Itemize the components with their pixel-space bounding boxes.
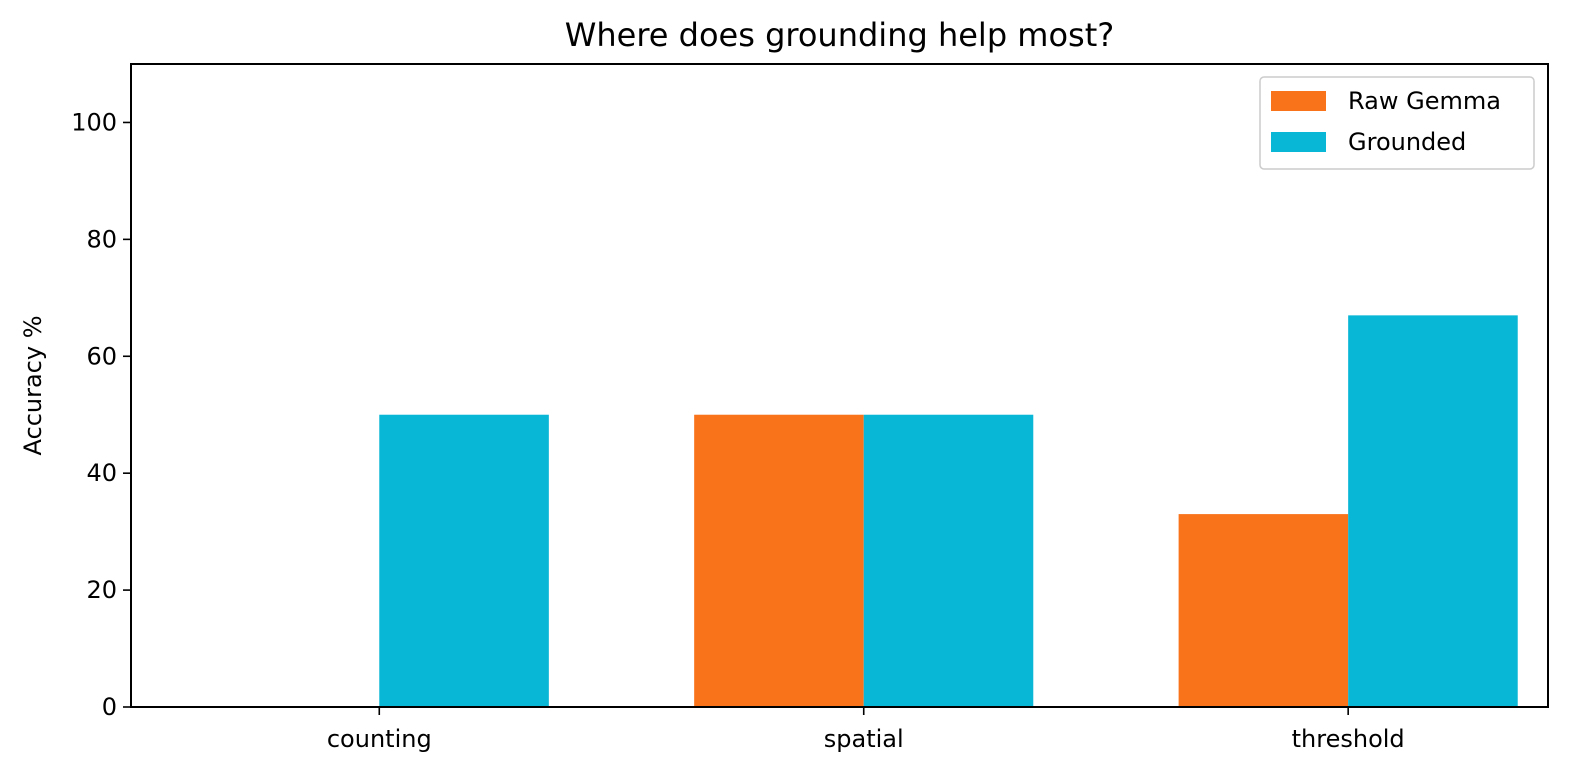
bar-raw-gemma-threshold — [1178, 514, 1349, 707]
legend-label-grounded: Grounded — [1348, 128, 1466, 156]
x-axis: counting spatial threshold — [327, 707, 1405, 753]
y-axis: 0 20 40 60 80 100 — [71, 108, 131, 721]
bar-grounded-counting — [379, 414, 549, 707]
chart-title: Where does grounding help most? — [565, 16, 1115, 54]
y-axis-label: Accuracy % — [19, 315, 47, 455]
x-tick-label-threshold: threshold — [1292, 725, 1405, 753]
x-tick-label-spatial: spatial — [824, 725, 904, 753]
plot-frame — [130, 63, 1549, 708]
bar-grounded-threshold — [1348, 315, 1518, 707]
bar-grounded-spatial — [863, 414, 1034, 707]
legend: Raw Gemma Grounded — [1259, 76, 1535, 170]
y-tick-label: 60 — [86, 342, 117, 370]
x-tick-label-counting: counting — [327, 725, 432, 753]
legend-box — [1259, 76, 1535, 170]
y-tick-label: 80 — [86, 225, 117, 253]
bar-raw-gemma-spatial — [694, 414, 864, 707]
y-tick-label: 0 — [102, 693, 117, 721]
bars-layer — [379, 315, 1518, 707]
legend-swatch-raw-gemma — [1271, 91, 1326, 111]
legend-swatch-grounded — [1271, 132, 1326, 152]
y-tick-label: 20 — [86, 576, 117, 604]
y-tick-label: 40 — [86, 459, 117, 487]
y-tick-label: 100 — [71, 108, 117, 136]
legend-label-raw-gemma: Raw Gemma — [1348, 87, 1501, 115]
